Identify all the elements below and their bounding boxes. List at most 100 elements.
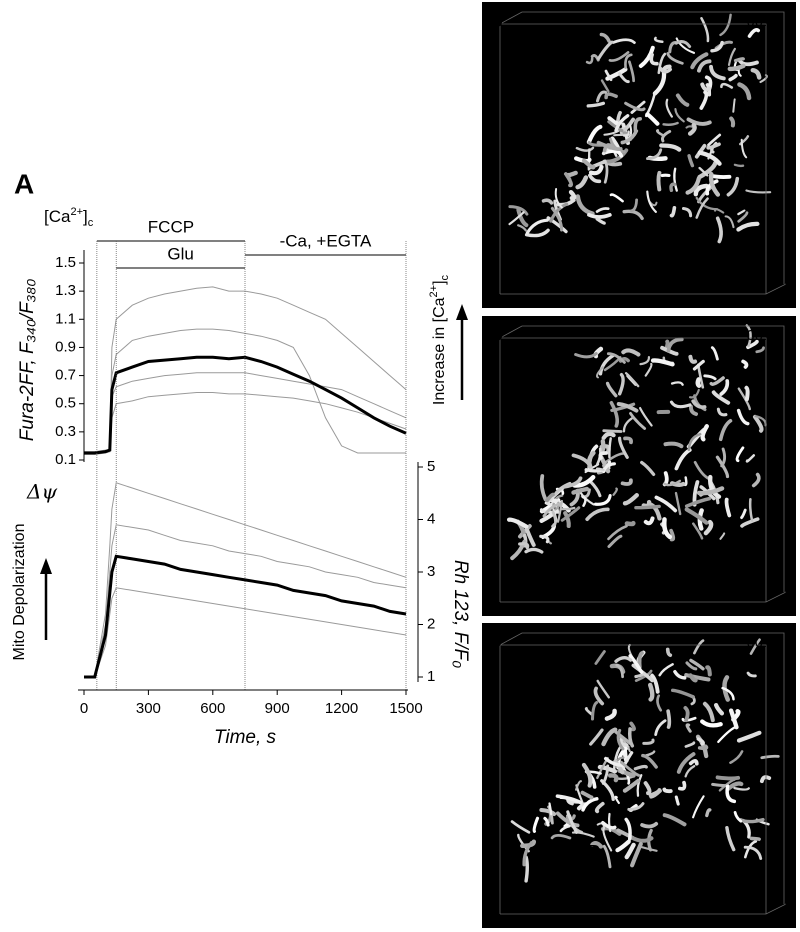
mito	[560, 506, 581, 522]
mito	[669, 400, 692, 409]
mito	[692, 359, 705, 371]
axis-number: 4	[784, 900, 789, 910]
mito	[654, 719, 667, 737]
mito	[715, 455, 730, 479]
mito	[600, 79, 610, 93]
mito	[603, 126, 625, 136]
mito	[506, 517, 529, 529]
mito	[705, 179, 719, 196]
mito	[674, 40, 692, 49]
mito	[603, 756, 626, 767]
mito	[518, 542, 530, 550]
box-edges	[499, 325, 787, 603]
mito	[562, 476, 583, 489]
delta-label: Δψ	[26, 480, 57, 504]
mito	[614, 114, 630, 133]
x-tick-label: 1200	[325, 700, 358, 717]
mito	[510, 820, 531, 834]
axis-number: 2	[490, 255, 496, 266]
mito	[695, 196, 719, 211]
mito	[611, 38, 636, 44]
mito	[688, 758, 699, 766]
mito	[551, 510, 557, 528]
mito	[641, 753, 658, 769]
mito	[656, 694, 663, 712]
mito	[650, 673, 660, 694]
mito	[735, 446, 745, 463]
mito	[708, 171, 721, 197]
mito	[604, 69, 613, 82]
mito	[604, 92, 618, 100]
mito	[602, 460, 612, 472]
mito	[736, 730, 762, 743]
ca-text: ]	[83, 207, 88, 226]
mito	[581, 495, 587, 507]
mito	[563, 511, 571, 529]
mito	[697, 150, 722, 166]
axis-number: 20	[756, 605, 768, 616]
mito	[646, 190, 657, 213]
mito	[627, 802, 645, 811]
ca-sup: 2+	[70, 206, 83, 218]
mito	[639, 356, 650, 366]
y2-tick-label: 5	[427, 458, 435, 475]
mito	[643, 781, 652, 796]
mito	[585, 56, 594, 65]
mito	[698, 166, 709, 177]
mito	[623, 436, 633, 445]
inc-sub: c	[439, 274, 451, 280]
inc-text: ]	[431, 280, 448, 284]
mito	[595, 467, 605, 472]
axis-number: 0	[772, 270, 777, 280]
axis-number: 0	[490, 281, 496, 292]
mito	[524, 527, 536, 547]
x-tick-label: 0	[80, 700, 88, 717]
mito	[629, 411, 647, 430]
mito	[684, 764, 696, 778]
mito	[600, 779, 615, 801]
mito	[640, 821, 659, 829]
mito	[656, 170, 662, 192]
y2-axis-label: Rh 123, F/F₀	[450, 560, 471, 668]
increase-label: Increase in [Ca2+]c	[428, 274, 451, 405]
mito	[713, 702, 725, 716]
axis-number: 0	[503, 297, 509, 308]
mito	[545, 492, 555, 503]
axis-number: 18	[485, 668, 497, 679]
mito	[666, 52, 684, 65]
mito	[602, 827, 613, 852]
mito	[606, 352, 626, 364]
mito	[674, 795, 680, 806]
mito	[516, 207, 529, 228]
mitochondria	[510, 638, 780, 883]
mito	[727, 47, 736, 66]
mito	[690, 52, 709, 70]
mito	[686, 117, 712, 126]
axis-number: 2	[490, 563, 496, 574]
mito	[607, 524, 628, 541]
mito	[729, 116, 736, 128]
mito	[619, 760, 641, 777]
axis-number: 14	[485, 99, 497, 110]
axis-number: 10	[628, 917, 640, 928]
mito	[699, 485, 716, 501]
mito	[624, 520, 636, 527]
axis-number: 4	[490, 538, 496, 549]
mito	[604, 452, 625, 464]
treatment-note: +FCCP	[530, 554, 599, 577]
mito	[621, 348, 641, 357]
mito	[642, 738, 655, 745]
axis-number: 16	[485, 73, 497, 84]
mito	[722, 675, 731, 702]
mito	[648, 502, 662, 521]
mito	[720, 82, 734, 89]
mito	[685, 176, 701, 195]
mito	[684, 507, 709, 525]
mito	[705, 808, 712, 818]
mito	[699, 90, 709, 110]
mito	[674, 107, 685, 123]
mito	[607, 120, 624, 133]
mito	[566, 810, 578, 834]
mito	[675, 37, 696, 54]
